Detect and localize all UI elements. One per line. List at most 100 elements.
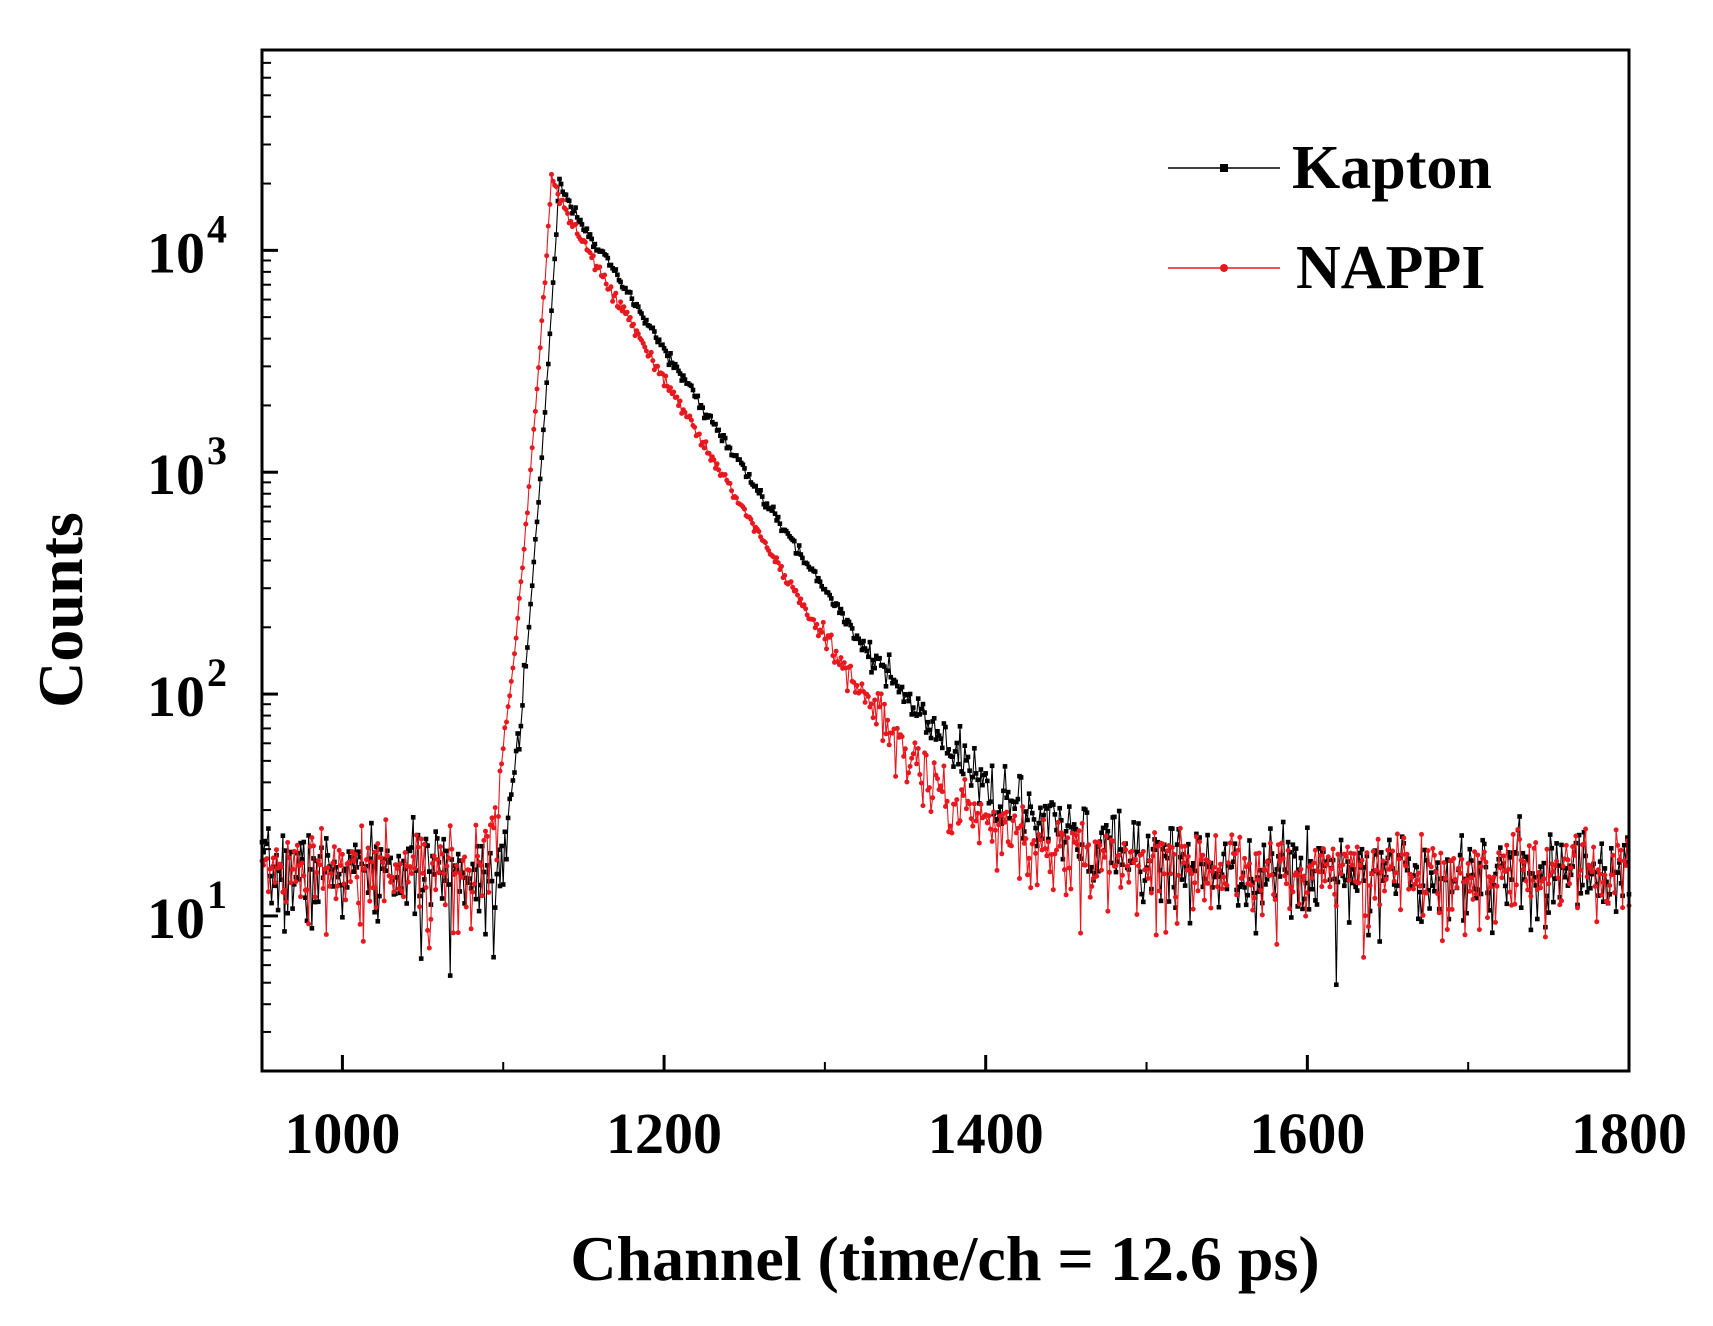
data-point-nappi [1044,853,1050,859]
data-point-kapton [383,868,389,874]
data-point-nappi [798,596,804,602]
data-point-nappi [384,853,390,859]
data-point-nappi [269,865,275,871]
data-point-kapton [269,900,274,906]
data-point-kapton [1046,836,1051,842]
data-point-nappi [1456,865,1461,871]
data-point-kapton [951,764,956,769]
data-point-kapton [888,674,894,680]
data-point-kapton [759,494,765,499]
data-point-kapton [1525,857,1530,863]
data-point-kapton [483,931,488,937]
data-point-kapton [336,871,342,877]
data-point-nappi [555,191,561,197]
data-point-kapton [919,706,924,712]
data-point-kapton [856,636,861,642]
data-point-nappi [944,798,950,804]
data-point-kapton [703,412,709,418]
data-point-kapton [1012,806,1017,811]
data-point-kapton [517,747,522,752]
data-point-kapton [985,778,990,784]
data-point-nappi [1124,863,1130,869]
data-point-kapton [835,602,840,607]
data-point-nappi [603,281,609,287]
data-point-kapton [1277,874,1283,879]
data-point-nappi [375,841,381,847]
data-point-kapton [563,192,569,198]
data-point-kapton [279,877,284,882]
data-point-kapton [756,490,762,496]
data-point-kapton [291,882,297,887]
data-point-nappi [1290,889,1296,895]
data-point-nappi [822,636,828,642]
data-point-nappi [1034,882,1040,888]
data-point-kapton [566,198,572,204]
data-point-nappi [1620,905,1626,911]
data-point-kapton [1274,867,1280,872]
data-point-kapton [367,856,373,862]
data-point-nappi [1476,927,1482,933]
data-point-kapton [661,346,667,351]
y-tick-label-exponent: 3 [207,428,227,473]
data-point-nappi [989,838,995,844]
data-point-kapton [480,843,485,849]
data-point-kapton [1211,874,1217,880]
data-point-nappi [1555,875,1561,881]
data-point-kapton [1490,930,1495,936]
data-point-kapton [1073,826,1079,832]
data-point-nappi [870,715,876,721]
data-point-kapton [1031,817,1037,822]
data-point-nappi [582,239,588,245]
data-point-kapton [507,796,512,802]
data-point-kapton [763,504,768,510]
data-point-nappi [1002,819,1008,825]
data-point-kapton [1588,885,1593,891]
data-point-nappi [1501,853,1507,859]
data-point-kapton [716,427,721,433]
data-point-nappi [1542,934,1548,940]
data-point-nappi [1247,861,1252,866]
data-point-kapton [1538,864,1543,869]
data-point-kapton [1601,899,1606,904]
data-point-kapton [1430,883,1436,888]
data-point-kapton [1014,799,1019,805]
data-point-nappi [312,894,318,900]
data-point-nappi [418,836,424,842]
data-point-kapton [719,438,725,444]
data-point-kapton [941,721,947,726]
data-point-nappi [711,457,717,463]
data-point-nappi [1483,859,1489,865]
data-point-kapton [895,683,900,689]
data-point-nappi [1327,884,1333,890]
data-point-nappi [446,855,452,861]
data-point-kapton [589,236,594,242]
data-point-kapton [1584,889,1590,895]
data-point-nappi [1550,869,1556,875]
data-point-nappi [314,869,320,875]
data-point-nappi [1076,828,1082,834]
data-point-kapton [539,455,545,460]
data-point-kapton [1504,901,1510,907]
y-tick-label-base: 10 [147,886,205,951]
legend-label-kapton: Kapton [1292,134,1492,202]
data-point-nappi [1102,854,1108,860]
data-point-kapton [846,619,852,625]
data-point-kapton [1416,916,1421,922]
data-point-kapton [893,679,898,685]
data-point-nappi [991,809,997,815]
data-point-kapton [264,841,270,847]
data-point-nappi [421,841,427,847]
data-point-nappi [1066,865,1072,871]
data-point-kapton [463,875,469,881]
data-point-kapton [1366,932,1371,938]
data-point-nappi [1082,862,1088,868]
data-point-nappi [483,828,488,834]
data-point-nappi [1399,852,1405,858]
data-point-nappi [1359,857,1365,863]
data-point-nappi [1510,831,1516,837]
data-point-kapton [814,578,820,584]
data-point-nappi [1612,890,1617,896]
data-point-nappi [1351,851,1357,857]
data-point-kapton [700,405,705,410]
data-point-nappi [820,619,826,625]
